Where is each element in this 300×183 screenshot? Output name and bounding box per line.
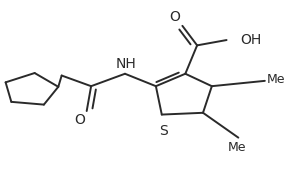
Text: S: S (159, 124, 168, 138)
Text: Me: Me (266, 73, 285, 86)
Text: O: O (169, 10, 181, 24)
Text: Me: Me (228, 141, 246, 154)
Text: O: O (74, 113, 85, 127)
Text: NH: NH (116, 57, 137, 71)
Text: OH: OH (240, 33, 261, 47)
